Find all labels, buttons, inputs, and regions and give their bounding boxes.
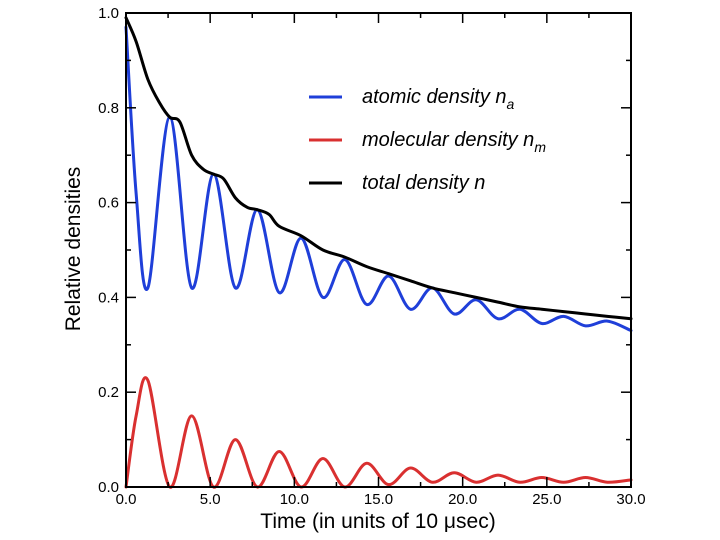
x-tick-label: 5.0 bbox=[200, 491, 221, 508]
y-tick-label: 0.4 bbox=[98, 289, 119, 306]
y-tick-label: 1.0 bbox=[98, 5, 119, 22]
y-tick-label: 0.6 bbox=[98, 195, 119, 212]
x-tick-label: 10.0 bbox=[280, 491, 309, 508]
legend-entry-atomic: atomic density na bbox=[362, 86, 515, 112]
legend: atomic density na molecular density nm tot… bbox=[309, 86, 546, 194]
x-tick-label: 25.0 bbox=[532, 491, 561, 508]
x-tick-label: 20.0 bbox=[448, 491, 477, 508]
y-axis-title: Relative densities bbox=[62, 167, 85, 332]
axes: 0.0 5.0 10.0 15.0 20.0 25.0 30.0 0.0 0.2 0.4 0.6 0.… bbox=[98, 5, 645, 508]
y-tick-label: 0.8 bbox=[98, 100, 119, 117]
x-tick-label: 30.0 bbox=[616, 491, 645, 508]
x-axis-title: Time (in units of 10 μsec) bbox=[260, 510, 495, 533]
legend-entry-molecular: molecular density nm bbox=[362, 129, 546, 155]
legend-entry-total: total density n bbox=[362, 172, 485, 194]
molecular-density-line bbox=[124, 376, 633, 489]
x-tick-label: 15.0 bbox=[364, 491, 393, 508]
x-tick-label: 0.0 bbox=[116, 491, 137, 508]
y-tick-label: 0.2 bbox=[98, 384, 119, 401]
y-tick-label: 0.0 bbox=[98, 479, 119, 496]
plot-area bbox=[124, 16, 633, 489]
total-density-line bbox=[124, 16, 633, 321]
